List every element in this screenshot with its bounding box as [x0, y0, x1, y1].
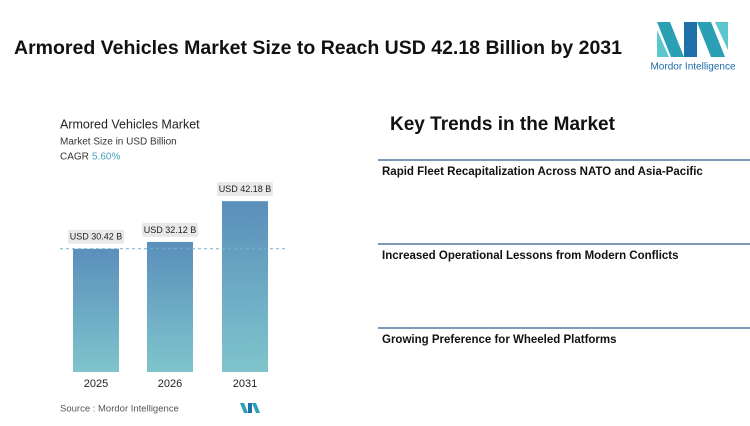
value-label-box: [68, 229, 124, 244]
x-tick-label: 2025: [84, 378, 108, 390]
cagr-label: CAGR: [60, 152, 89, 163]
value-label: USD 30.42 B: [70, 232, 123, 242]
value-label: USD 42.18 B: [219, 184, 272, 194]
value-label-box: [142, 222, 198, 237]
brand-name: Mordor Intelligence: [650, 62, 735, 73]
source-logo: [240, 403, 260, 413]
value-label-box: [217, 182, 273, 197]
value-label: USD 32.12 B: [144, 225, 197, 235]
bar: [147, 241, 193, 372]
x-tick-label: 2026: [158, 378, 182, 390]
brand-logo: [657, 22, 728, 57]
chart: USD 30.42 B 2025 USD 32.12 B 2026 USD 42.18 …: [60, 182, 285, 390]
trend-item: Rapid Fleet Recapitalization Across NATO…: [382, 166, 703, 178]
source: Source : Mordor Intelligence: [60, 404, 179, 415]
page-title: Armored Vehicles Market Size to Reach US…: [14, 37, 622, 59]
trends-heading: Key Trends in the Market: [390, 114, 616, 135]
chart-subtitle: Market Size in USD Billion: [60, 137, 177, 148]
trend-item: Increased Operational Lessons from Moder…: [382, 250, 679, 262]
trend-item: Growing Preference for Wheeled Platforms: [382, 334, 617, 346]
trends-list: Rapid Fleet Recapitalization Across NATO…: [378, 159, 750, 346]
bar: [222, 201, 268, 372]
x-tick-label: 2031: [233, 378, 257, 390]
cagr-value: 5.60%: [92, 152, 120, 163]
chart-title: Armored Vehicles Market: [60, 117, 200, 131]
bar: [73, 248, 119, 372]
